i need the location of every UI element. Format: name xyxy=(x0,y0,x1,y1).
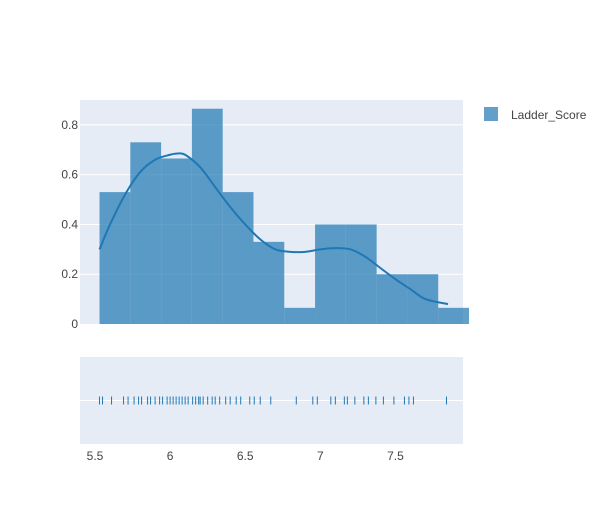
histogram-bar xyxy=(253,241,285,324)
histogram-bar xyxy=(345,224,377,324)
histogram-bar xyxy=(407,274,439,324)
y-tick-label: 0.2 xyxy=(61,267,78,281)
histogram-bar xyxy=(222,192,254,324)
kde-curve xyxy=(98,152,449,306)
histogram-bar xyxy=(130,142,162,324)
x-tick-label: 7 xyxy=(317,449,324,463)
histogram-bar xyxy=(191,108,223,324)
y-tick-label: 0.4 xyxy=(61,217,78,231)
histogram-bar xyxy=(438,307,470,324)
x-tick-label: 7.5 xyxy=(387,449,404,463)
y-tick-label: 0.8 xyxy=(61,118,78,132)
y-tick-label: 0.6 xyxy=(61,168,78,182)
x-tick-label: 6 xyxy=(167,449,174,463)
histogram-bar xyxy=(315,224,346,324)
legend-swatch[interactable] xyxy=(484,107,498,121)
histogram-bar xyxy=(161,158,192,324)
x-tick-label: 5.5 xyxy=(87,449,104,463)
x-tick-label: 6.5 xyxy=(237,449,254,463)
x-axis-tick-labels: 5.5 6 6.5 7 7.5 xyxy=(87,449,404,463)
legend[interactable]: Ladder_Score xyxy=(484,107,587,122)
legend-label[interactable]: Ladder_Score xyxy=(511,108,587,122)
histogram-bars xyxy=(99,108,470,324)
rug-marks xyxy=(99,396,447,405)
histogram-bar xyxy=(376,274,408,324)
y-tick-label: 0 xyxy=(71,317,78,331)
y-axis-tick-labels: 0 0.2 0.4 0.6 0.8 xyxy=(61,118,78,331)
histogram-bar xyxy=(284,307,316,324)
